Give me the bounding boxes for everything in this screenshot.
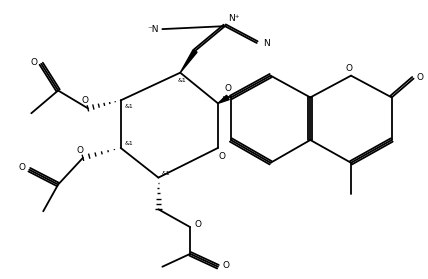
Polygon shape bbox=[218, 95, 229, 103]
Text: N: N bbox=[263, 39, 269, 48]
Text: N⁺: N⁺ bbox=[228, 14, 240, 23]
Text: &1: &1 bbox=[125, 141, 134, 146]
Text: O: O bbox=[219, 152, 226, 161]
Text: O: O bbox=[194, 220, 201, 230]
Text: O: O bbox=[222, 261, 229, 270]
Polygon shape bbox=[180, 50, 197, 73]
Text: O: O bbox=[76, 146, 83, 155]
Text: O: O bbox=[224, 85, 232, 93]
Text: &1: &1 bbox=[221, 96, 230, 101]
Text: O: O bbox=[81, 96, 88, 105]
Text: O: O bbox=[416, 73, 423, 82]
Text: O: O bbox=[345, 64, 352, 73]
Text: O: O bbox=[18, 163, 25, 172]
Text: &1: &1 bbox=[125, 104, 134, 109]
Text: &1: &1 bbox=[162, 171, 170, 176]
Text: O: O bbox=[30, 57, 37, 67]
Text: &1: &1 bbox=[178, 78, 187, 83]
Text: ⁻N: ⁻N bbox=[148, 25, 159, 35]
